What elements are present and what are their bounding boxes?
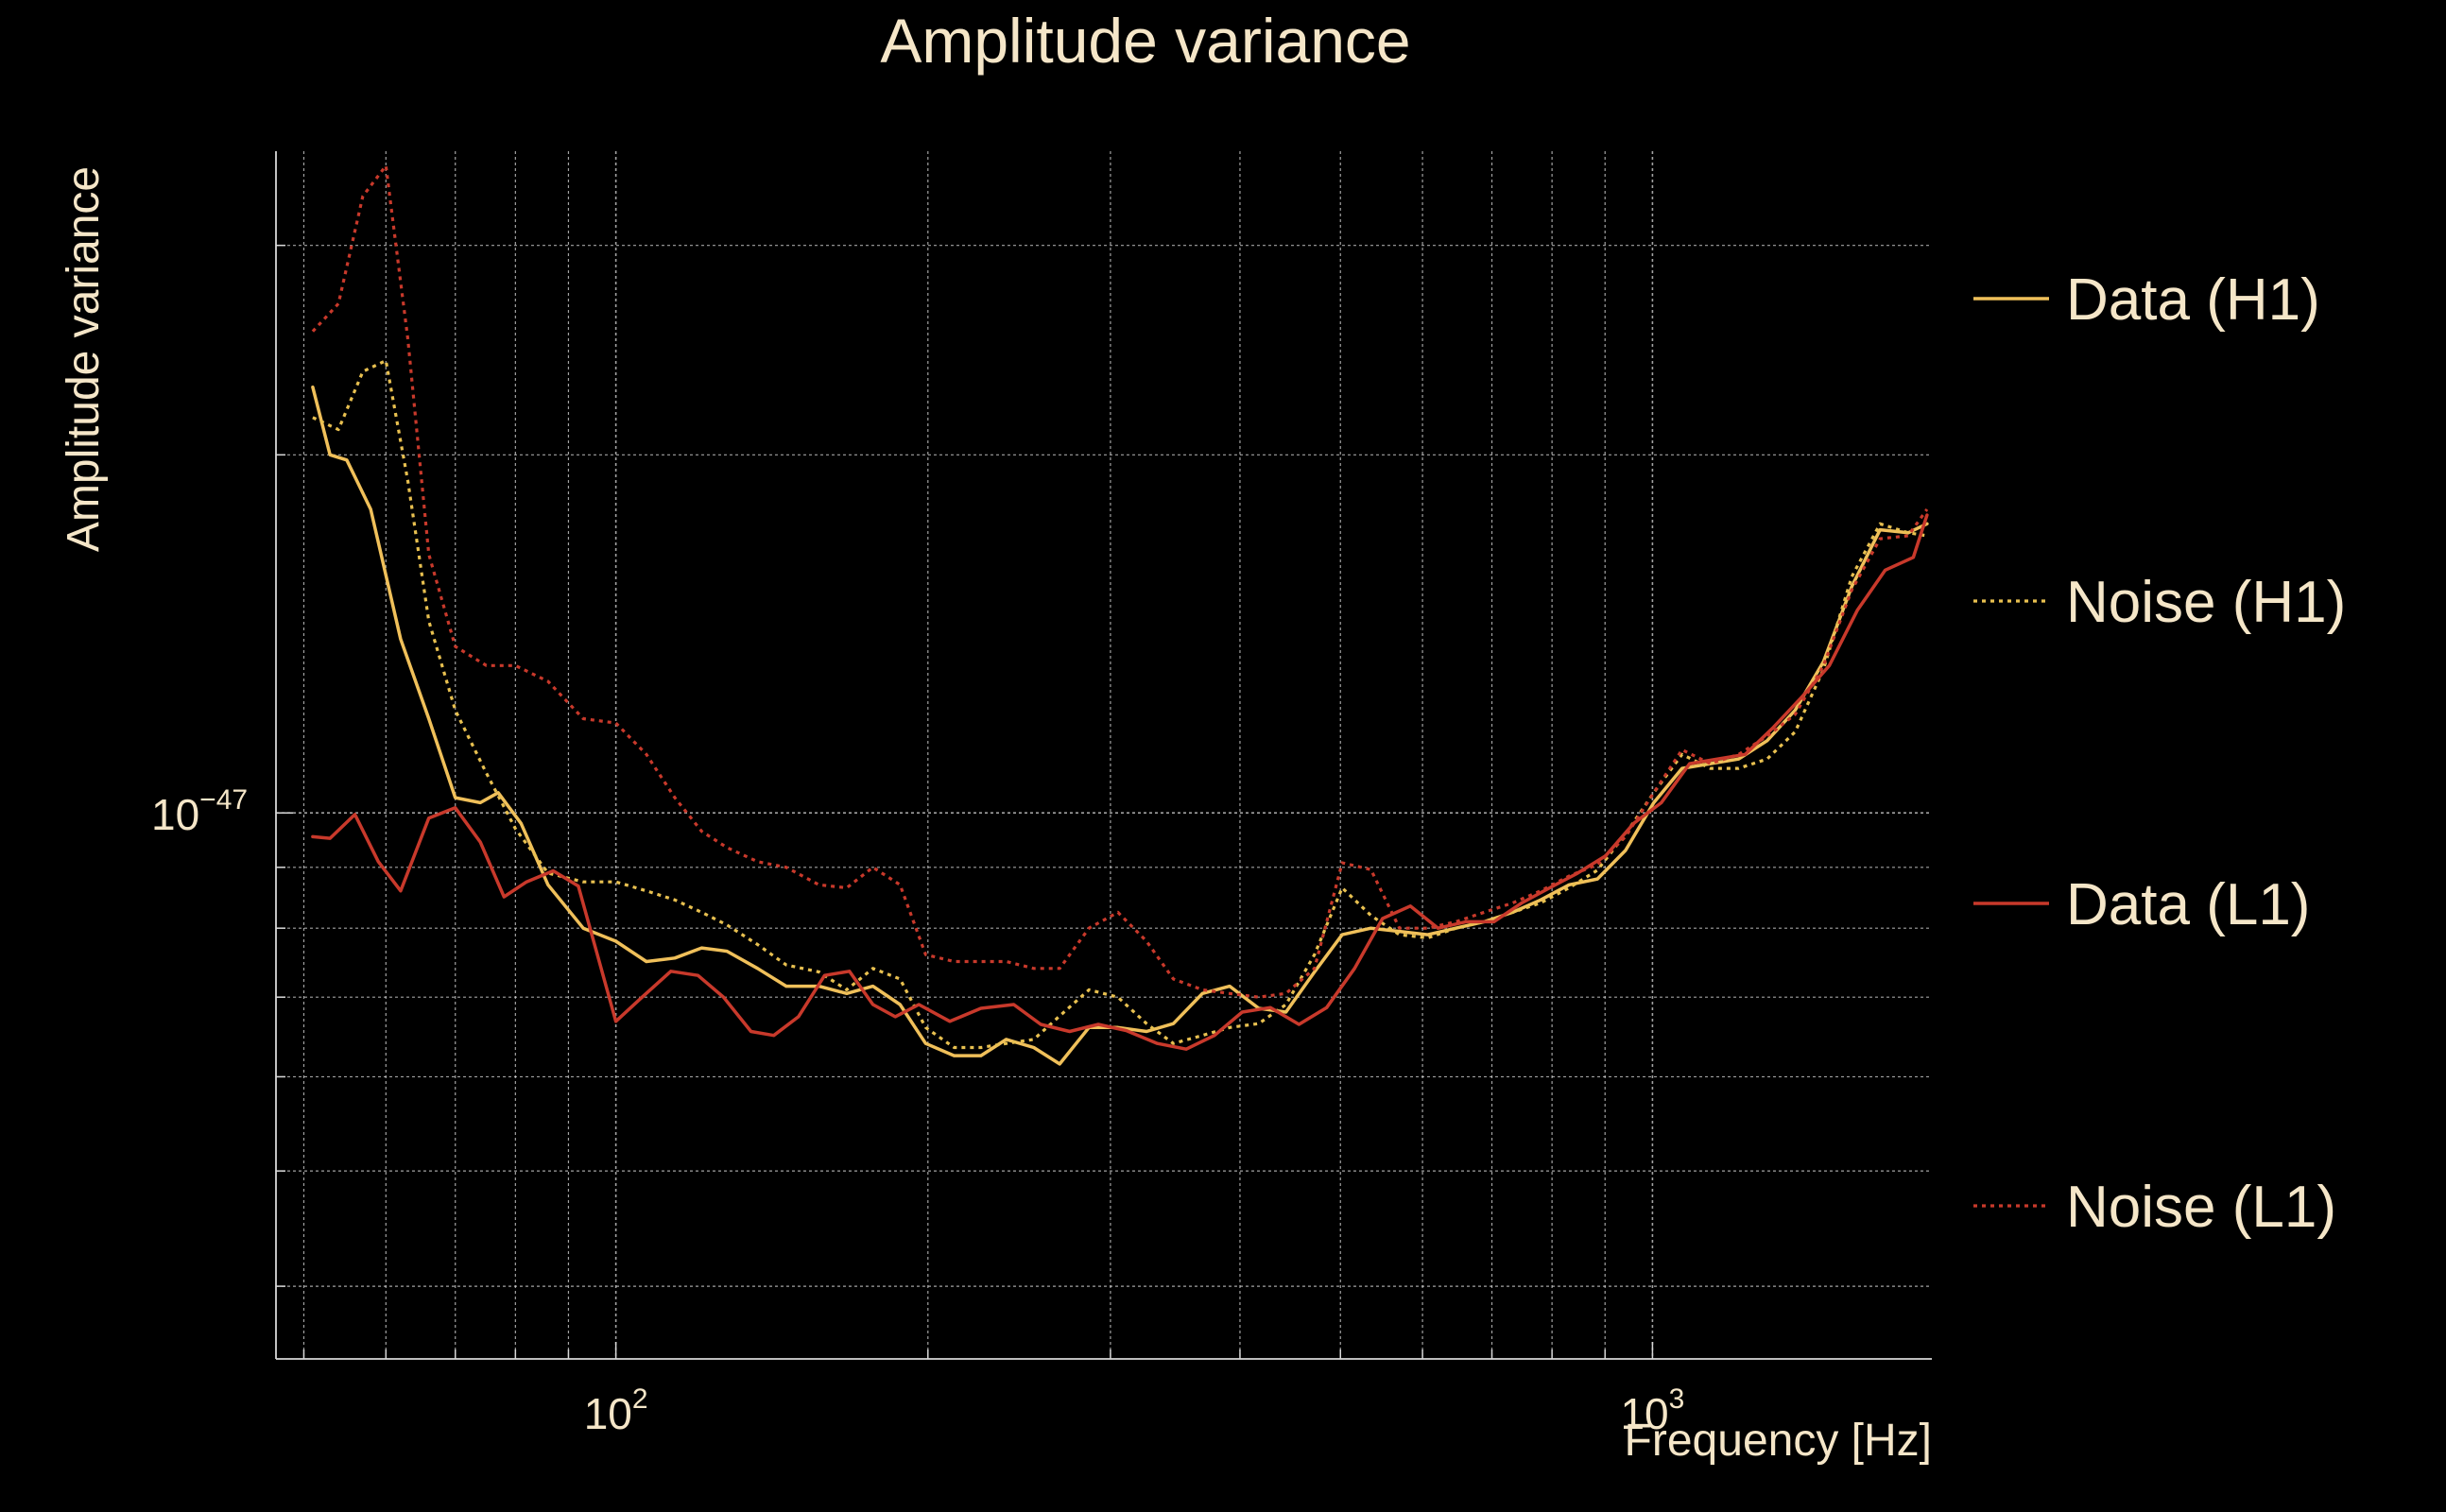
legend-label-data-h1: Data (H1) xyxy=(2066,267,2320,333)
chart-title: Amplitude variance xyxy=(880,6,1410,76)
y-tick-label: 10−47 xyxy=(151,784,248,839)
x-axis-label: Frequency [Hz] xyxy=(1625,1416,1932,1466)
tick-labels: 102 103 10−47 xyxy=(151,784,1684,1438)
axes xyxy=(275,151,1932,1360)
x-tick-label: 102 xyxy=(584,1383,648,1438)
series-line-noise-l1 xyxy=(311,163,1929,999)
legend-label-noise-l1: Noise (L1) xyxy=(2066,1175,2336,1240)
y-axis-label: Amplitude variance xyxy=(59,166,109,552)
grid-lines xyxy=(276,151,1932,1359)
legend: Data (H1) Noise (H1) Data (L1) Noise (L1) xyxy=(1973,267,2346,1240)
legend-label-data-l1: Data (L1) xyxy=(2066,872,2310,937)
series-lines xyxy=(311,163,1929,1066)
series-line-data-l1 xyxy=(311,513,1929,1051)
x-tick-label: 103 xyxy=(1620,1383,1684,1438)
legend-label-noise-h1: Noise (H1) xyxy=(2066,570,2346,635)
